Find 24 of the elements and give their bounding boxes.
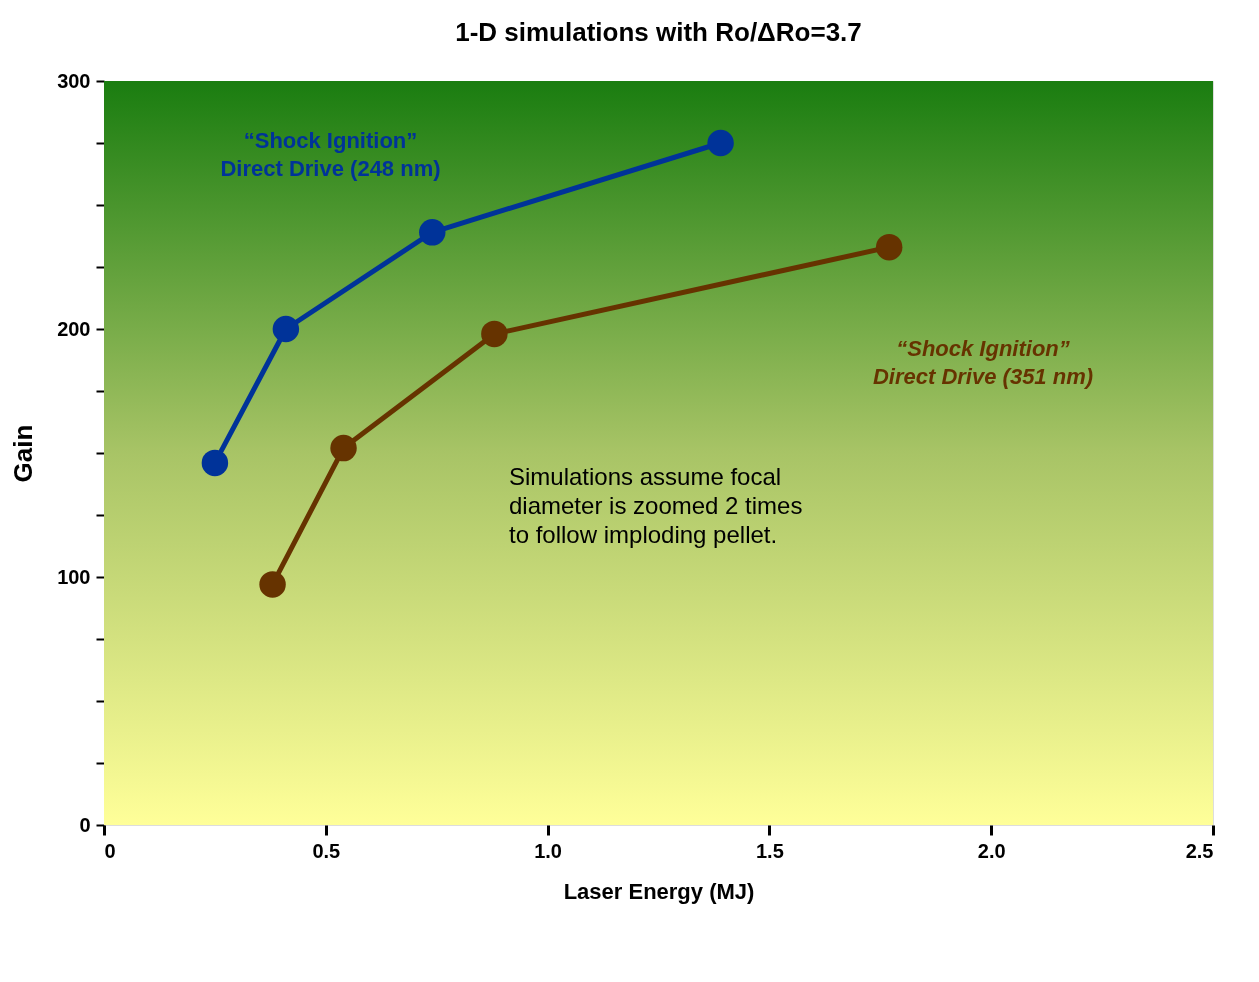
x-tick-label: 0.5 [312,839,341,862]
point [419,219,446,246]
point [259,571,286,598]
point [272,315,300,343]
y-axis-title: Gain [8,424,39,483]
point [330,434,357,462]
point [707,129,734,157]
x-tick-label: 2.5 [1185,839,1214,862]
chart-title: 1-D simulations with Ro/ΔRo=3.7 [455,17,862,47]
point [875,233,903,261]
y-tick-label: 100 [57,565,91,588]
y-tick-label: 300 [57,69,91,92]
point [481,320,508,348]
y-tick-label: 200 [57,317,91,340]
y-tick-label: 0 [79,813,91,836]
x-axis-title: Laser Energy (MJ) [563,878,755,904]
x-tick-label: 1.0 [534,839,563,862]
series-label: “Shock Ignition” Direct Drive (248 nm) [220,128,441,181]
x-tick-label: 2.0 [977,839,1006,862]
point [201,449,229,477]
x-tick-label: 0 [104,839,116,862]
x-tick-label: 1.5 [755,839,784,862]
annotation: Simulations assume focal diameter is zoomed 2 times to follow imploding pellet. [509,463,803,548]
text: “Shock Ignition” Direct Drive (351 nm) [872,336,1094,389]
